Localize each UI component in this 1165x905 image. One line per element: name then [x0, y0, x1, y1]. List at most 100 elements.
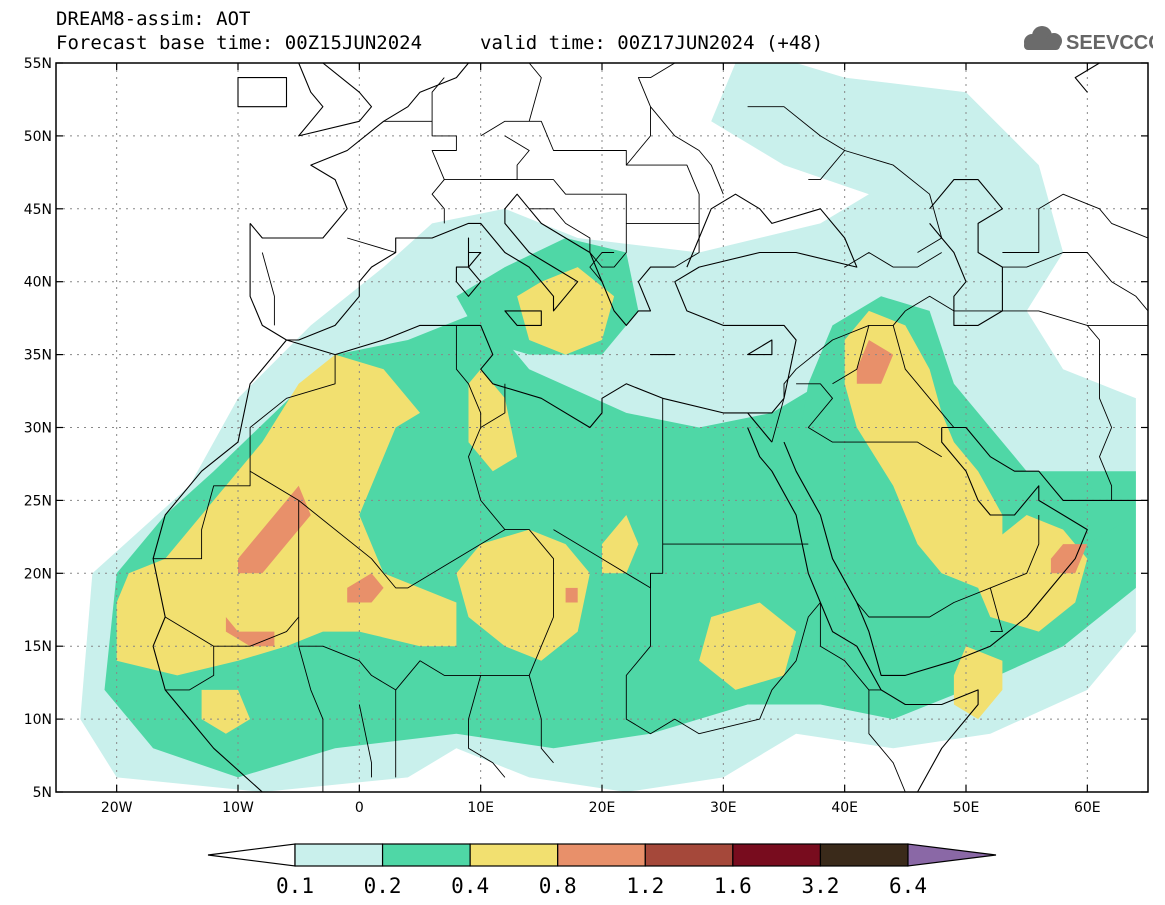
lat-label: 30N — [24, 421, 52, 437]
country-border — [856, 515, 1040, 618]
aot-region-level-2 — [517, 267, 615, 355]
coastline — [249, 63, 469, 239]
country-border — [261, 252, 275, 326]
lat-label: 40N — [24, 275, 52, 291]
country-border — [1002, 193, 1148, 253]
aot-region-level-2 — [844, 310, 1003, 588]
country-border — [249, 354, 336, 472]
coastline — [941, 426, 1148, 501]
country-border — [892, 325, 955, 428]
country-border — [589, 252, 615, 282]
colorbar-under-arrow — [207, 843, 296, 867]
country-border — [480, 135, 530, 181]
country-border — [819, 602, 870, 691]
aot-region-level-3 — [238, 485, 311, 574]
colorbar-over-arrow — [907, 843, 997, 867]
coastline — [747, 412, 773, 443]
lat-label: 50N — [24, 129, 52, 145]
colorbar: 0.1 0.2 0.4 0.8 1.2 1.6 3.2 6.4 — [207, 843, 997, 898]
coastline — [1074, 63, 1100, 93]
latitude-axis: 55N 50N 45N 40N 35N 30N 25N 20N 15N 10N 5N — [24, 56, 1148, 801]
plot-title: DREAM8-assim: AOT — [56, 8, 251, 30]
lon-label: 20W — [101, 800, 133, 816]
colorbar-label: 0.2 — [364, 874, 402, 898]
coastline — [747, 427, 979, 792]
lon-label: 60E — [1074, 800, 1101, 816]
coastline — [783, 427, 1088, 676]
lon-label: 20E — [589, 800, 616, 816]
country-border — [298, 646, 324, 792]
country-border — [844, 252, 942, 268]
country-border — [480, 120, 700, 224]
country-border — [771, 310, 906, 443]
country-border — [528, 675, 554, 764]
coastline — [504, 310, 542, 326]
country-border — [298, 500, 554, 691]
colorbar-bin — [469, 843, 559, 867]
cloud-icon — [1024, 26, 1062, 50]
country-border — [625, 63, 676, 166]
longitude-axis: 20W 10W 0 10E 20E 30E 40E 50E 60E — [101, 63, 1101, 816]
lat-label: 20N — [24, 566, 52, 582]
coastline — [249, 193, 675, 341]
colorbar-bin — [819, 843, 909, 867]
country-border — [650, 106, 724, 195]
coastline — [747, 339, 773, 356]
aot-region-level-2 — [602, 515, 639, 574]
country-border — [796, 383, 942, 458]
country-border — [431, 179, 627, 224]
colorbar-bin — [557, 843, 646, 867]
colorbar-label: 3.2 — [801, 874, 839, 898]
colorbar-bin — [644, 843, 734, 867]
country-border — [468, 675, 506, 778]
colorbar-label: 0.8 — [539, 874, 577, 898]
country-border — [528, 63, 542, 122]
coastline — [298, 63, 373, 137]
lat-label: 10N — [24, 712, 52, 728]
country-border — [1002, 252, 1148, 312]
aot-region-level-3 — [856, 340, 894, 384]
colorbar-bin — [381, 843, 471, 867]
country-border — [455, 325, 506, 530]
aot-region-level-3 — [347, 573, 384, 603]
country-border — [153, 470, 300, 647]
coastline — [237, 77, 288, 108]
lon-label: 0 — [355, 800, 364, 816]
coastline — [929, 179, 1003, 326]
country-border — [905, 295, 1113, 501]
colorbar-label: 0.4 — [451, 874, 489, 898]
country-border — [989, 587, 1003, 633]
lat-label: 35N — [24, 348, 52, 364]
lat-label: 15N — [24, 639, 52, 655]
lon-label: 50E — [953, 800, 980, 816]
logo-text: SEEVCCC — [1066, 32, 1153, 54]
country-border — [529, 208, 591, 253]
valid-time-label: valid time: 00Z17JUN2024 (+48) — [480, 32, 824, 54]
lon-label: 30E — [710, 800, 737, 816]
aot-region-level-2 — [978, 515, 1088, 632]
lat-label: 45N — [24, 202, 52, 218]
country-border — [347, 237, 396, 253]
lon-label: 40E — [831, 800, 858, 816]
colorbar-label: 1.6 — [714, 874, 752, 898]
colorbar-label: 1.2 — [626, 874, 664, 898]
country-border — [480, 383, 506, 428]
colorbar-label: 0.1 — [276, 874, 314, 898]
country-border — [165, 646, 215, 691]
country-border — [383, 120, 457, 180]
lon-label: 10W — [222, 800, 254, 816]
colorbar-label: 6.4 — [889, 874, 927, 898]
coastline — [152, 339, 287, 792]
lat-label: 55N — [24, 56, 52, 72]
lat-label: 5N — [33, 785, 52, 801]
country-border — [625, 573, 821, 735]
aot-region-level-3 — [565, 587, 578, 603]
country-border — [358, 704, 372, 778]
coastline — [455, 266, 482, 297]
country-border — [832, 325, 870, 385]
country-border — [868, 689, 906, 792]
coastline — [467, 237, 482, 268]
aot-region-level-2 — [456, 529, 590, 661]
lat-label: 25N — [24, 493, 52, 509]
